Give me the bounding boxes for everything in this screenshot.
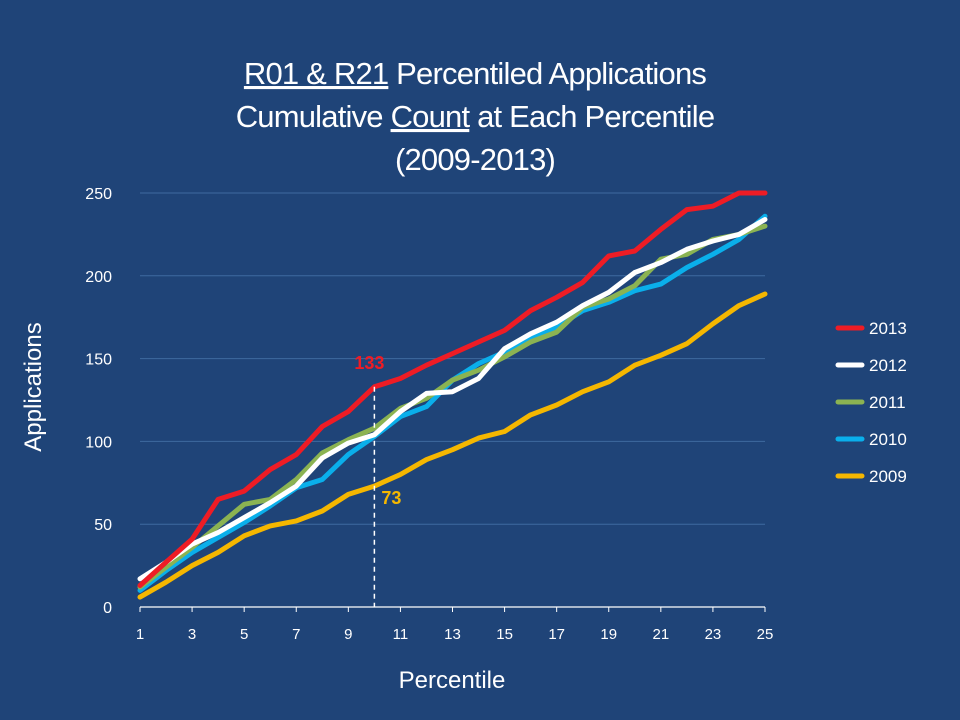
x-tick-label: 21 <box>652 626 669 643</box>
legend-label-2012: 2012 <box>869 356 907 375</box>
y-tick-label: 200 <box>85 269 112 286</box>
legend-label-2009: 2009 <box>869 467 907 486</box>
legend-label-2010: 2010 <box>869 430 907 449</box>
title-line-2: Cumulative Count at Each Percentile <box>236 99 715 134</box>
title-segment: (2009-2013) <box>395 142 555 177</box>
series-line-2009 <box>137 291 768 600</box>
x-tick-label: 3 <box>188 626 196 643</box>
y-axis-label: Applications <box>20 322 47 451</box>
x-axis-ticks: 1 3 5 7 9 11 13 15 17 19 21 23 25 <box>136 607 774 643</box>
series-line-2011 <box>137 223 768 590</box>
x-tick-label: 19 <box>600 626 617 643</box>
legend-label-2011: 2011 <box>869 393 906 412</box>
y-tick-label: 100 <box>85 434 112 451</box>
annotations: 133 73 <box>354 353 401 508</box>
x-axis-label: Percentile <box>399 667 506 694</box>
series-lines <box>137 190 768 600</box>
x-tick-label: 9 <box>344 626 352 643</box>
annotation-2009: 73 <box>381 488 401 508</box>
series-line-2010 <box>137 213 768 593</box>
annotation-2013: 133 <box>354 353 384 373</box>
x-tick-label: 1 <box>136 626 144 643</box>
y-tick-label: 250 <box>85 186 112 203</box>
title-segment: Percentiled Applications <box>388 56 706 91</box>
title-segment: Count <box>391 99 471 134</box>
x-tick-label: 17 <box>548 626 565 643</box>
series-line-2013 <box>137 190 768 588</box>
x-tick-label: 5 <box>240 626 248 643</box>
x-tick-label: 13 <box>444 626 461 643</box>
title-line-3: (2009-2013) <box>395 142 555 177</box>
y-tick-label: 0 <box>103 600 112 617</box>
x-tick-label: 7 <box>292 626 300 643</box>
chart-title: R01 & R21 Percentiled Applications Cumula… <box>236 56 715 177</box>
y-tick-label: 50 <box>94 517 112 534</box>
x-tick-label: 15 <box>496 626 513 643</box>
title-segment: R01 & R21 <box>244 56 388 91</box>
title-segment: at Each Percentile <box>469 99 714 134</box>
series-line-2012 <box>137 217 768 582</box>
x-tick-label: 23 <box>705 626 722 643</box>
title-line-1: R01 & R21 Percentiled Applications <box>244 56 707 91</box>
y-tick-label: 150 <box>85 352 112 369</box>
y-axis-ticks: 0 50 100 150 200 250 <box>85 186 112 617</box>
x-tick-label: 11 <box>393 626 409 643</box>
legend: 2013 2012 2011 2010 2009 <box>835 319 907 486</box>
x-tick-label: 25 <box>757 626 774 643</box>
title-segment: Cumulative <box>236 99 391 134</box>
legend-label-2013: 2013 <box>869 319 907 338</box>
